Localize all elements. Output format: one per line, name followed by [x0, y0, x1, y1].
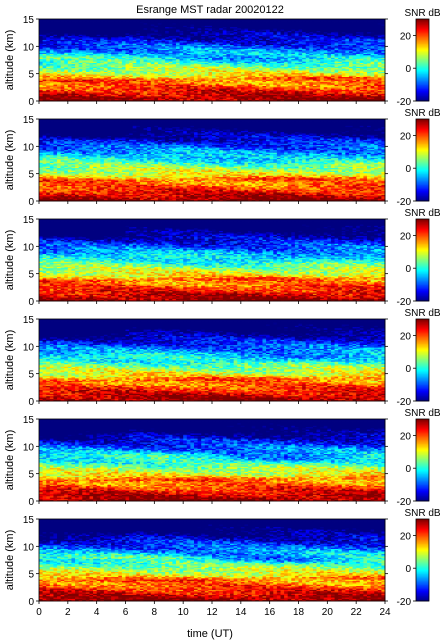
y-tick-label: 5 [28, 70, 34, 81]
y-tick-label: 5 [28, 370, 34, 381]
panel-3: 0 5 10 15 altitude (km) -20 0 20 SNR dB [4, 208, 441, 308]
y-axis-label: altitude (km) [4, 130, 16, 191]
colorbar: -20 0 20 SNR dB [397, 208, 441, 308]
y-tick-label: 5 [28, 170, 34, 181]
y-tick-label: 10 [23, 442, 35, 453]
colorbar: -20 0 20 SNR dB [397, 508, 441, 608]
y-tick-label: 10 [23, 242, 35, 253]
panel-2: 0 5 10 15 altitude (km) -20 0 20 SNR dB [4, 108, 441, 208]
colorbar-tick-label: 20 [400, 131, 412, 142]
y-tick-label: 10 [23, 542, 35, 553]
y-tick-label: 0 [28, 97, 34, 108]
colorbar-tick-label: 0 [405, 64, 411, 75]
y-tick-label: 10 [23, 142, 35, 153]
colorbar-tick-label: -20 [397, 597, 412, 608]
y-tick-label: 5 [28, 570, 34, 581]
y-tick-label: 0 [28, 297, 34, 308]
colorbar-tick-label: -20 [397, 397, 412, 408]
colorbar: -20 0 20 SNR dB [397, 308, 441, 408]
x-tick-label: 4 [94, 607, 100, 618]
y-tick-label: 15 [23, 415, 35, 426]
colorbar-tick-label: 0 [405, 164, 411, 175]
colorbar-tick-label: 0 [405, 564, 411, 575]
y-tick-label: 0 [28, 197, 34, 208]
y-tick-label: 10 [23, 342, 35, 353]
x-tick-label: 10 [178, 607, 190, 618]
figure-title: Esrange MST radar 20020122 [136, 4, 284, 16]
colorbar: -20 0 20 SNR dB [397, 8, 441, 108]
colorbar-tick-label: -20 [397, 197, 412, 208]
heatmap [39, 219, 385, 301]
colorbar-tick-label: 20 [400, 431, 412, 442]
colorbar-label: SNR dB [404, 508, 440, 519]
heatmap [39, 319, 385, 401]
colorbar: -20 0 20 SNR dB [397, 408, 441, 508]
colorbar-tick-label: -20 [397, 497, 412, 508]
colorbar-tick-label: 0 [405, 464, 411, 475]
y-tick-label: 0 [28, 497, 34, 508]
y-tick-label: 15 [23, 315, 35, 326]
x-tick-label: 14 [235, 607, 247, 618]
colorbar: -20 0 20 SNR dB [397, 108, 441, 208]
heatmap [39, 19, 385, 101]
x-tick-label: 6 [123, 607, 129, 618]
y-axis-label: altitude (km) [4, 430, 16, 491]
y-axis-label: altitude (km) [4, 230, 16, 291]
heatmap [39, 519, 385, 601]
panel-1: 0 5 10 15 altitude (km) -20 0 20 SNR dB [4, 8, 441, 108]
y-tick-label: 15 [23, 215, 35, 226]
panel-5: 0 5 10 15 altitude (km) -20 0 20 SNR dB [4, 408, 441, 508]
colorbar-tick-label: 20 [400, 331, 412, 342]
colorbar-tick-label: -20 [397, 97, 412, 108]
x-tick-label: 12 [206, 607, 218, 618]
colorbar-tick-label: -20 [397, 297, 412, 308]
y-tick-label: 15 [23, 115, 35, 126]
colorbar-tick-label: 0 [405, 364, 411, 375]
y-axis-label: altitude (km) [4, 30, 16, 91]
y-tick-label: 15 [23, 15, 35, 26]
panel-4: 0 5 10 15 altitude (km) -20 0 20 SNR dB [4, 308, 441, 408]
x-tick-label: 16 [264, 607, 276, 618]
x-tick-label: 8 [152, 607, 158, 618]
colorbar-tick-label: 20 [400, 531, 412, 542]
heatmap [39, 119, 385, 201]
colorbar-tick-label: 20 [400, 231, 412, 242]
y-tick-label: 0 [28, 397, 34, 408]
y-tick-label: 5 [28, 270, 34, 281]
heatmap [39, 419, 385, 501]
colorbar-tick-label: 0 [405, 264, 411, 275]
x-tick-label: 24 [379, 607, 391, 618]
colorbar-label: SNR dB [404, 8, 440, 19]
colorbar-label: SNR dB [404, 208, 440, 219]
y-tick-label: 0 [28, 597, 34, 608]
colorbar-tick-label: 20 [400, 31, 412, 42]
y-tick-label: 15 [23, 515, 35, 526]
x-tick-label: 20 [322, 607, 334, 618]
x-tick-label: 22 [351, 607, 363, 618]
y-tick-label: 5 [28, 470, 34, 481]
y-axis-label: altitude (km) [4, 530, 16, 591]
colorbar-label: SNR dB [404, 408, 440, 419]
x-axis-label: time (UT) [187, 628, 233, 640]
colorbar-label: SNR dB [404, 108, 440, 119]
colorbar-label: SNR dB [404, 308, 440, 319]
y-axis-label: altitude (km) [4, 330, 16, 391]
x-tick-label: 2 [65, 607, 71, 618]
x-tick-label: 0 [36, 607, 42, 618]
x-tick-label: 18 [293, 607, 305, 618]
y-tick-label: 10 [23, 42, 35, 53]
